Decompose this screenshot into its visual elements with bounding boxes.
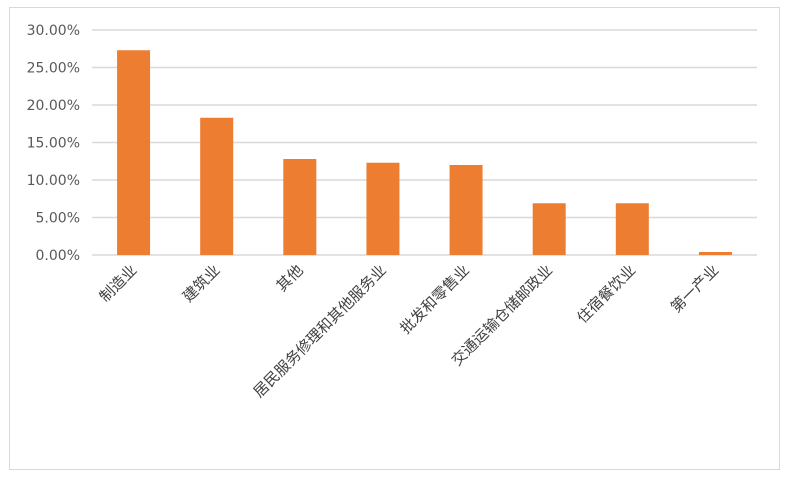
y-tick-label: 15.00%	[27, 136, 80, 152]
chart-frame	[9, 7, 780, 470]
y-tick-label: 5.00%	[36, 211, 80, 227]
x-category-label: 建筑业	[179, 261, 224, 306]
y-tick-label: 0.00%	[36, 248, 80, 264]
x-category-label: 第一产业	[667, 261, 722, 316]
bar	[117, 50, 151, 255]
bar	[283, 159, 317, 255]
y-tick-label: 20.00%	[27, 98, 80, 114]
bar	[449, 165, 483, 255]
y-tick-label: 10.00%	[27, 173, 80, 189]
bar	[366, 162, 400, 255]
bar	[698, 252, 732, 255]
x-category-label: 批发和零售业	[397, 261, 473, 337]
x-category-label: 居民服务修理和其他服务业	[250, 261, 390, 401]
y-tick-label: 30.00%	[27, 23, 80, 39]
x-category-label: 其他	[273, 261, 307, 295]
bar	[532, 203, 566, 255]
bar	[615, 203, 649, 255]
x-category-label: 制造业	[96, 261, 141, 306]
bar	[200, 117, 234, 255]
x-category-label: 住宿餐饮业	[573, 261, 639, 327]
y-tick-label: 25.00%	[27, 61, 80, 77]
